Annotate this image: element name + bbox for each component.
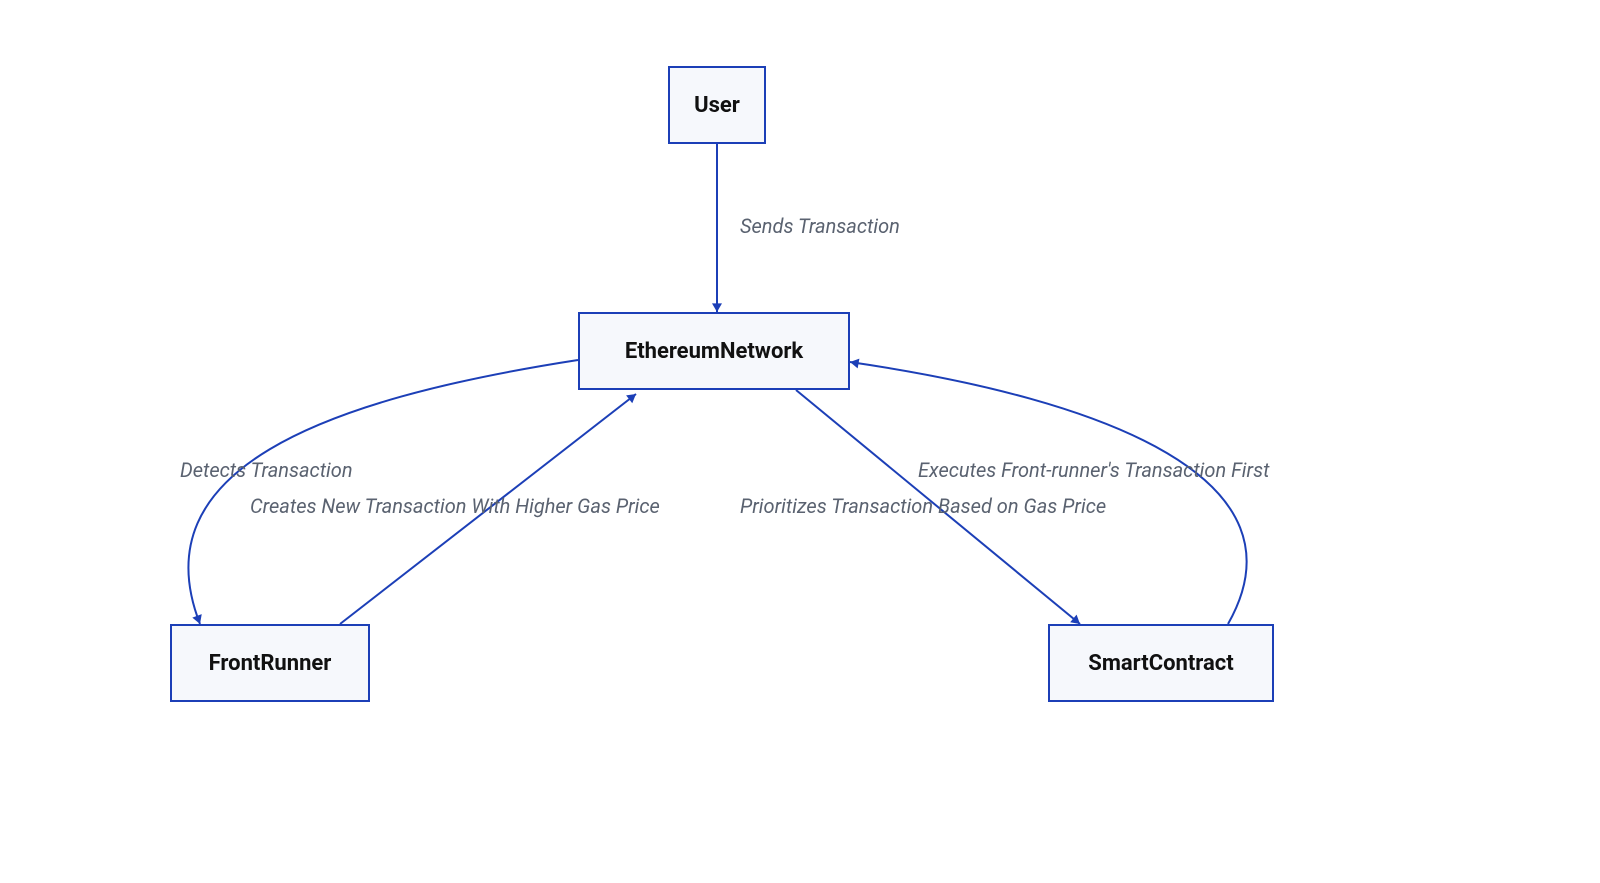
node-label-frontRunner: FrontRunner: [209, 651, 332, 676]
edge-label-e2: Detects Transaction: [180, 458, 353, 482]
edge-e2: [188, 360, 578, 624]
arrowhead-e2: [192, 614, 201, 624]
node-smartContract: SmartContract: [1048, 624, 1274, 702]
node-user: User: [668, 66, 766, 144]
edge-label-e5: Executes Front-runner's Transaction Firs…: [918, 458, 1269, 482]
arrowhead-e5: [850, 359, 859, 369]
edge-e5: [850, 362, 1247, 624]
node-label-smartContract: SmartContract: [1088, 651, 1233, 676]
diagram-canvas: Sends Transaction Detects Transaction Crea…: [0, 0, 1600, 883]
edge-label-e3: Creates New Transaction With Higher Gas …: [250, 494, 660, 518]
node-label-user: User: [694, 93, 740, 118]
node-label-ethereumNetwork: EthereumNetwork: [625, 339, 803, 364]
edges-layer: [0, 0, 1600, 883]
edge-label-e4: Prioritizes Transaction Based on Gas Pri…: [740, 494, 1106, 518]
arrowhead-e1: [712, 303, 722, 312]
arrowhead-e3: [626, 394, 636, 403]
edge-label-e1: Sends Transaction: [740, 214, 900, 238]
node-ethereumNetwork: EthereumNetwork: [578, 312, 850, 390]
node-frontRunner: FrontRunner: [170, 624, 370, 702]
arrowhead-e4: [1070, 615, 1080, 624]
